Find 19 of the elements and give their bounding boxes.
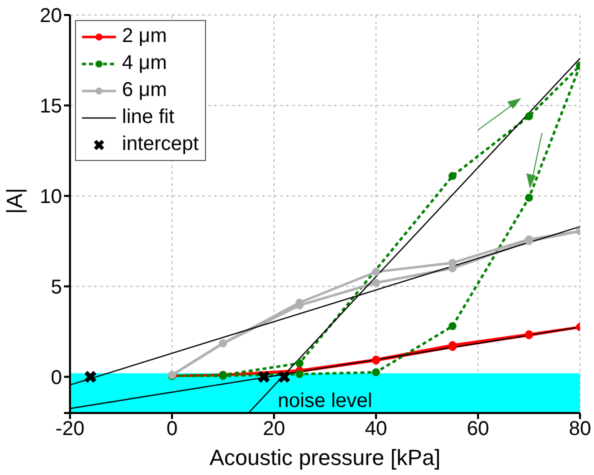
y-axis-title: |A| xyxy=(2,188,27,214)
y-tick-label: 15 xyxy=(40,96,62,118)
y-tick-label: 20 xyxy=(40,5,62,28)
x-tick-label: 80 xyxy=(568,418,592,440)
y-tick-label: 0 xyxy=(50,366,62,389)
y-tick-label: 10 xyxy=(40,186,62,208)
band-label: noise level xyxy=(278,390,372,412)
legend-label: line fit xyxy=(122,106,174,129)
legend-label: intercept xyxy=(122,133,199,156)
legend-label: 4 μm xyxy=(122,52,167,75)
x-tick-label: 0 xyxy=(166,418,178,440)
x-tick-label: 20 xyxy=(262,418,286,440)
legend-label: 6 μm xyxy=(122,79,167,102)
x-tick-label: 60 xyxy=(466,418,490,440)
x-tick-label: -20 xyxy=(56,418,84,440)
y-tick-label: 5 xyxy=(50,276,62,298)
legend-label: 2 μm xyxy=(122,25,167,48)
x-tick-label: 40 xyxy=(364,418,388,440)
x-axis-title: Acoustic pressure [kPa] xyxy=(209,445,441,470)
